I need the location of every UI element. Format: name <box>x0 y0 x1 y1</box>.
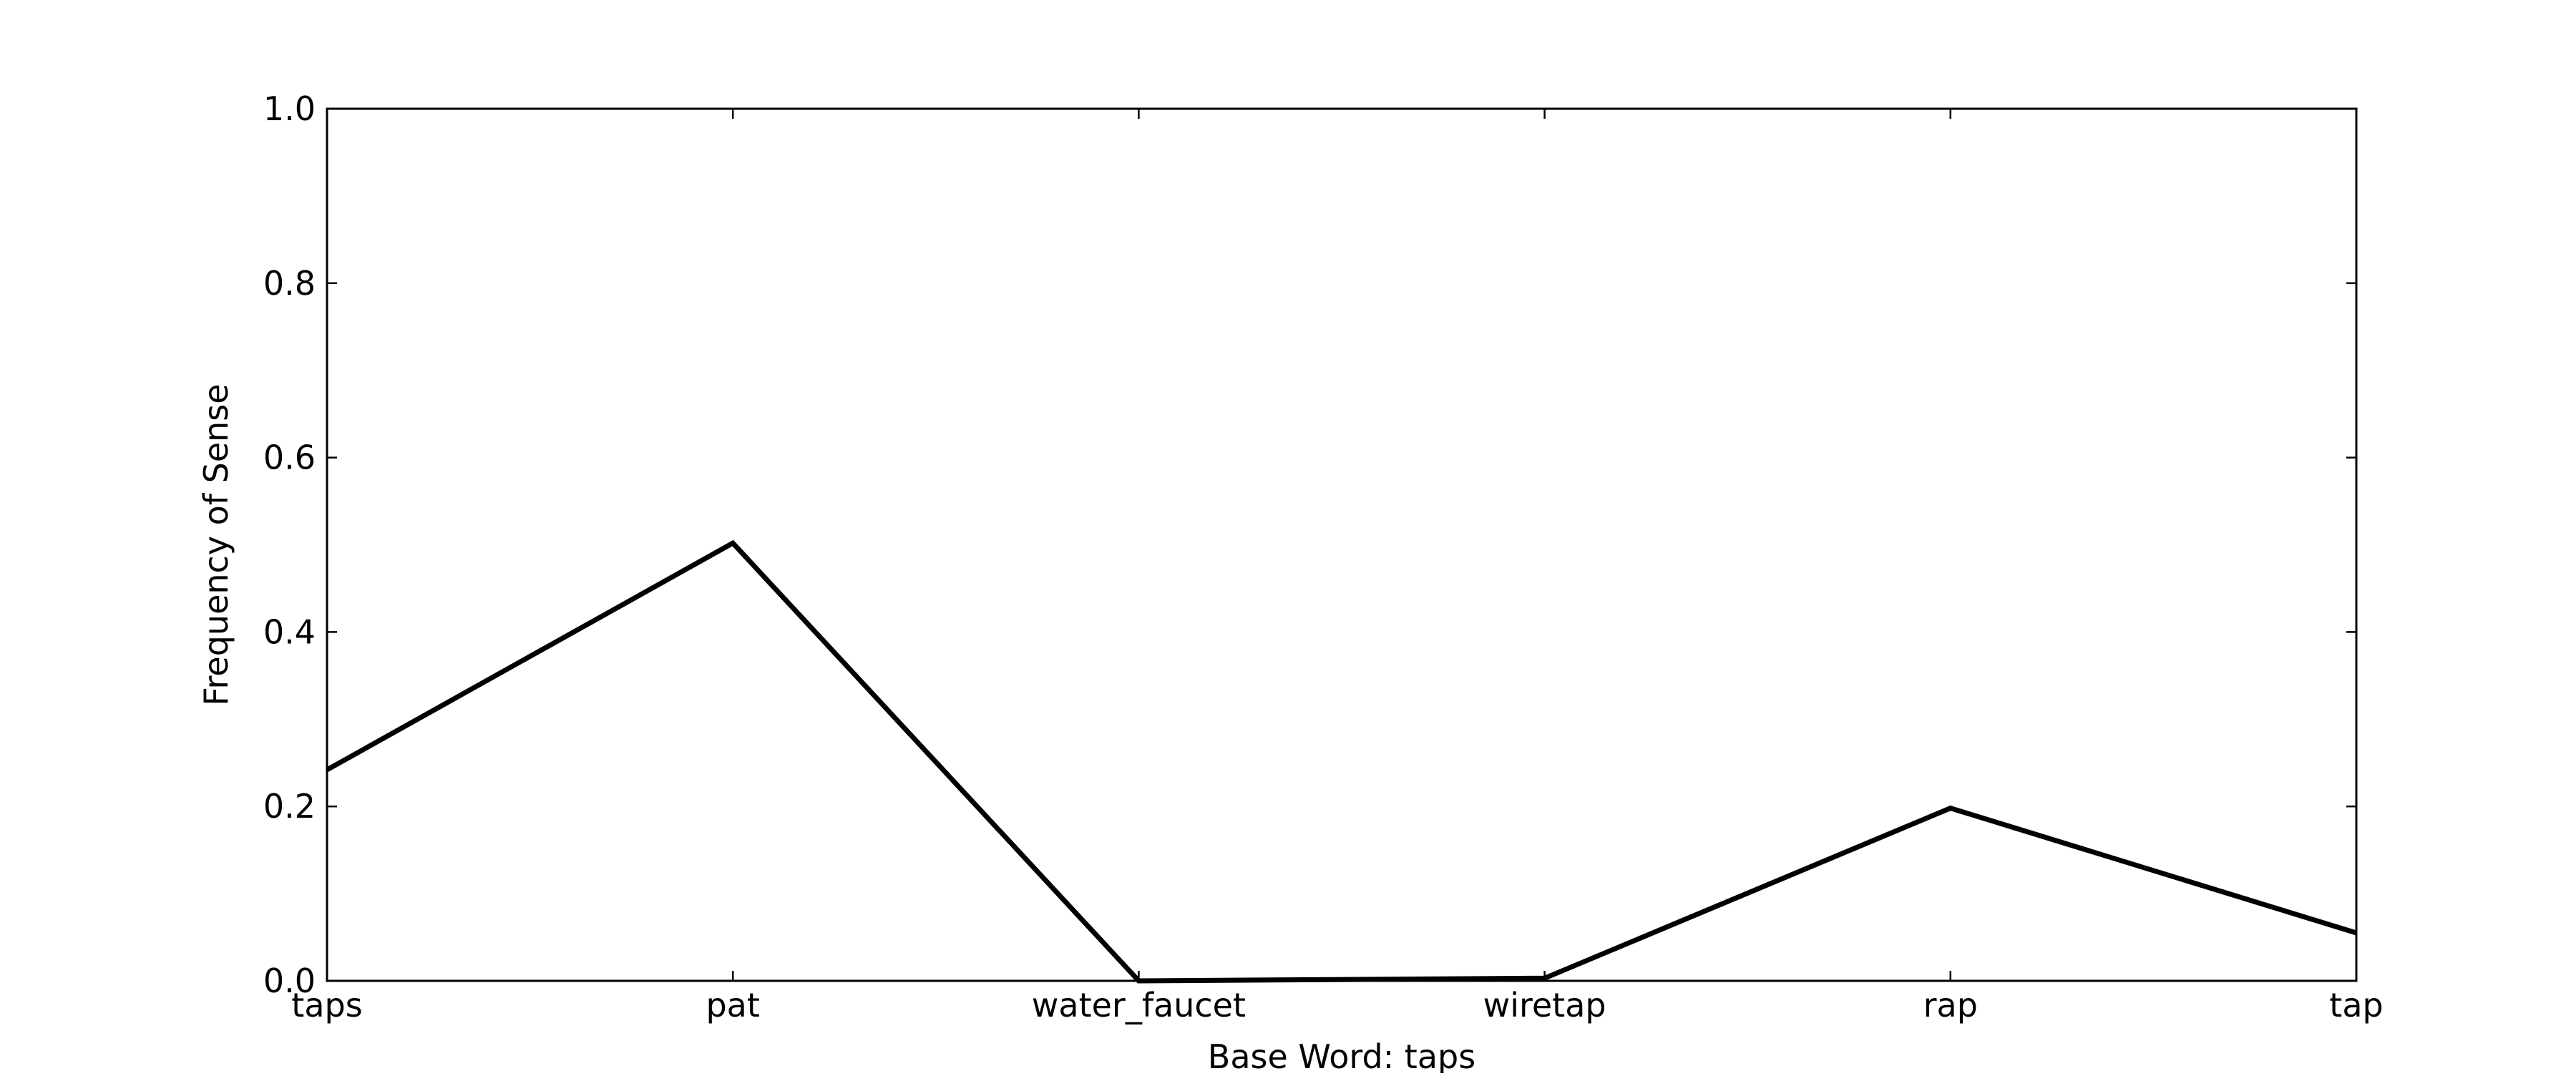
y-tick-label: 0.4 <box>263 612 316 651</box>
y-tick-label: 0.8 <box>263 264 316 303</box>
y-tick-label: 0.6 <box>263 439 316 477</box>
x-tick-label: taps <box>291 986 362 1024</box>
y-tick-label: 0.2 <box>263 787 316 826</box>
y-tick-label: 0.0 <box>263 962 316 1000</box>
series-line <box>326 539 2358 984</box>
x-tick-label: tap <box>2329 986 2383 1024</box>
x-tick-label: pat <box>706 986 759 1024</box>
y-tick-label: 1.0 <box>263 89 316 128</box>
y-tick-labels: 0.0 0.2 0.4 0.6 0.8 1.0 <box>263 89 316 1000</box>
x-tick-label: rap <box>1923 986 1978 1024</box>
x-tick-label: water_faucet <box>1032 986 1246 1024</box>
x-tick-label: wiretap <box>1483 986 1606 1024</box>
x-axis-label: Base Word: taps <box>1208 1037 1475 1073</box>
y-axis-label: Frequency of Sense <box>197 383 235 705</box>
ticks-layer <box>326 107 2358 982</box>
plot-frame <box>326 107 2358 982</box>
x-tick-labels: taps pat water_faucet wiretap rap tap <box>291 986 2383 1024</box>
